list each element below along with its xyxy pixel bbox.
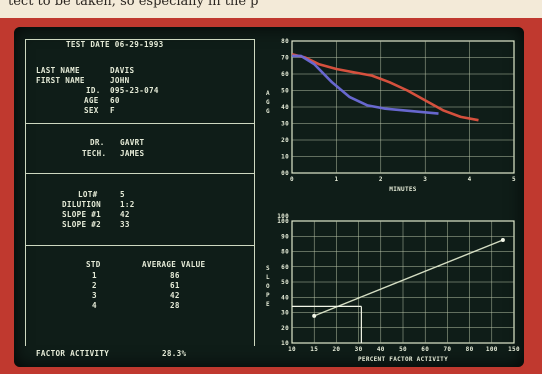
table-row-value: 42 bbox=[170, 291, 180, 300]
standards-panel: STD AVERAGE VALUE 1 86 2 61 3 42 4 28 bbox=[25, 245, 255, 346]
slope2-label: SLOPE #2 bbox=[62, 220, 101, 229]
monitor-screen: TEST DATE 06-29-1993 LAST NAME DAVIS FIR… bbox=[14, 27, 524, 367]
y-tick-label: 20 bbox=[281, 325, 289, 332]
test-params-panel: LOT# 5 DILUTION 1:2 SLOPE #1 42 SLOPE #2… bbox=[25, 173, 255, 246]
slope1-label: SLOPE #1 bbox=[62, 210, 101, 219]
last-name-label: LAST NAME bbox=[36, 66, 80, 75]
test-date: TEST DATE 06-29-1993 bbox=[66, 40, 164, 49]
x-axis-label: PERCENT FACTOR ACTIVITY bbox=[358, 356, 448, 363]
table-row-value: 28 bbox=[170, 301, 180, 310]
y-tick-label: 10 bbox=[281, 340, 289, 347]
x-tick-label: 60 bbox=[421, 346, 429, 353]
doctor-label: DR. bbox=[90, 138, 105, 147]
y-tick-label: 00 bbox=[281, 170, 289, 177]
sex-value: F bbox=[110, 106, 115, 115]
y-tick-label: 20 bbox=[281, 137, 289, 144]
x-tick-label: 2 bbox=[379, 176, 383, 183]
slope-chart: 10 15 20 30 40 50 60 70 80 100 150 100 90 80 60 50 40 30 2… bbox=[258, 207, 520, 365]
sex-label: SEX bbox=[84, 106, 99, 115]
table-row-std: 3 bbox=[92, 291, 97, 300]
x-tick-label: 70 bbox=[443, 346, 451, 353]
id-label: ID. bbox=[86, 86, 101, 95]
age-label: AGE bbox=[84, 96, 99, 105]
table-row-value: 86 bbox=[170, 271, 180, 280]
factor-activity-value: 28.3% bbox=[162, 349, 187, 358]
background-text-strip: tect to be taken, so especially in the p bbox=[0, 0, 542, 18]
series-line bbox=[313, 239, 504, 317]
y-tick-label: 30 bbox=[281, 121, 289, 128]
y-tick-label: 80 bbox=[281, 249, 289, 256]
aggregation-chart-svg: 0 1 2 3 4 5 80 70 60 50 40 30 20 10 00 A G G MINUTES bbox=[266, 38, 516, 193]
aggregation-chart: 0 1 2 3 4 5 80 70 60 50 40 30 20 10 00 A G G MINUTES bbox=[258, 33, 520, 197]
x-tick-label: 1 bbox=[334, 176, 338, 183]
lot-label: LOT# bbox=[78, 190, 98, 199]
x-tick-label: 5 bbox=[512, 176, 516, 183]
data-point bbox=[500, 237, 505, 242]
doctor-value: GAVRT bbox=[120, 138, 145, 147]
patient-info-panel: TEST DATE 06-29-1993 LAST NAME DAVIS FIR… bbox=[25, 39, 255, 124]
table-row-value: 61 bbox=[170, 281, 180, 290]
series-line bbox=[292, 54, 439, 115]
staff-panel: DR. GAVRT TECH. JAMES bbox=[25, 123, 255, 174]
y-tick-label: 60 bbox=[281, 71, 289, 78]
last-name-value: DAVIS bbox=[110, 66, 135, 75]
data-point bbox=[312, 313, 317, 318]
x-tick-label: 40 bbox=[377, 346, 385, 353]
x-axis-label: MINUTES bbox=[389, 186, 416, 193]
y-tick-label: 50 bbox=[281, 88, 289, 95]
y-tick-label: 30 bbox=[281, 310, 289, 317]
series-line bbox=[291, 52, 479, 122]
lot-value: 5 bbox=[120, 190, 125, 199]
x-tick-label: 50 bbox=[399, 346, 407, 353]
background-text: tect to be taken, so especially in the p bbox=[8, 0, 259, 9]
x-tick-label: 30 bbox=[355, 346, 363, 353]
y-tick-label: 50 bbox=[281, 279, 289, 286]
x-tick-label: 0 bbox=[290, 176, 294, 183]
y-tick-label: 60 bbox=[281, 264, 289, 271]
slope2-value: 33 bbox=[120, 220, 130, 229]
std-header: STD bbox=[86, 260, 101, 269]
dilution-value: 1:2 bbox=[120, 200, 135, 209]
first-name-value: JOHN bbox=[110, 76, 130, 85]
tech-label: TECH. bbox=[82, 149, 107, 158]
chart-title: 100 bbox=[277, 213, 289, 220]
y-tick-label: 80 bbox=[281, 38, 289, 45]
age-value: 60 bbox=[110, 96, 120, 105]
y-tick-label: 90 bbox=[281, 233, 289, 240]
id-value: 095-23-074 bbox=[110, 86, 159, 95]
x-tick-label: 10 bbox=[288, 346, 296, 353]
tech-value: JAMES bbox=[120, 149, 145, 158]
table-row-std: 1 bbox=[92, 271, 97, 280]
x-tick-label: 4 bbox=[468, 176, 472, 183]
y-tick-label: 100 bbox=[277, 218, 289, 225]
factor-activity-label: FACTOR ACTIVITY bbox=[36, 349, 110, 358]
slope-chart-svg: 10 15 20 30 40 50 60 70 80 100 150 100 90 80 60 50 40 30 2… bbox=[266, 213, 520, 363]
first-name-label: FIRST NAME bbox=[36, 76, 85, 85]
x-tick-label: 100 bbox=[486, 346, 498, 353]
dilution-label: DILUTION bbox=[62, 200, 101, 209]
y-tick-label: 70 bbox=[281, 55, 289, 62]
x-tick-label: 150 bbox=[508, 346, 520, 353]
x-tick-label: 80 bbox=[466, 346, 474, 353]
y-tick-label: 40 bbox=[281, 294, 289, 301]
x-tick-label: 3 bbox=[423, 176, 427, 183]
y-tick-label: 10 bbox=[281, 154, 289, 161]
table-row-std: 4 bbox=[92, 301, 97, 310]
y-tick-label: 40 bbox=[281, 104, 289, 111]
table-row-std: 2 bbox=[92, 281, 97, 290]
slope1-value: 42 bbox=[120, 210, 130, 219]
x-tick-label: 15 bbox=[310, 346, 318, 353]
x-tick-label: 20 bbox=[332, 346, 340, 353]
average-value-header: AVERAGE VALUE bbox=[142, 260, 206, 269]
